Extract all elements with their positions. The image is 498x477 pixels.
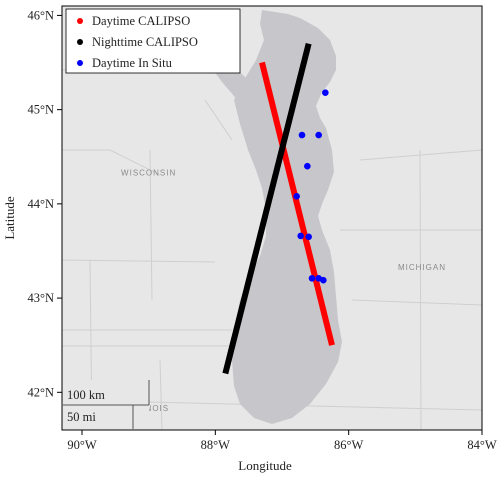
daytime-calipso-track [259, 61, 335, 346]
calipso-tracks [222, 42, 335, 375]
x-tick-label: 90°W [67, 438, 96, 452]
x-axis-label: Longitude [238, 458, 292, 473]
in-situ-point [293, 193, 300, 200]
scale-bar-km-label: 100 km [67, 388, 105, 402]
x-tick-label: 86°W [334, 438, 363, 452]
y-tick-label: 43°N [27, 291, 54, 305]
x-tick-label: 84°W [467, 438, 496, 452]
in-situ-point [322, 89, 329, 96]
in-situ-point [298, 131, 306, 139]
in-situ-point [304, 162, 311, 170]
legend-label-nighttime-calipso: Nighttime CALIPSO [92, 35, 198, 49]
x-axis-ticks: 90°W 88°W 86°W 84°W [67, 430, 497, 452]
in-situ-point [308, 275, 316, 282]
plot-frame [61, 5, 483, 431]
in-situ-point [305, 233, 312, 241]
nighttime-calipso-track [222, 42, 312, 375]
y-tick-label: 46°N [27, 8, 54, 22]
y-tick-label: 44°N [27, 197, 54, 211]
in-situ-points [293, 89, 329, 284]
legend-marker-daytime-in-situ [77, 60, 83, 66]
legend-label-daytime-calipso: Daytime CALIPSO [92, 14, 190, 28]
y-axis-ticks: 42°N 43°N 44°N 45°N 46°N [27, 8, 62, 399]
scale-bar: 100 km 50 mi [63, 380, 150, 429]
legend-label-daytime-in-situ: Daytime In Situ [92, 56, 173, 70]
legend-marker-daytime-calipso [77, 18, 83, 24]
lake-michigan [232, 10, 342, 424]
y-tick-label: 45°N [27, 103, 54, 117]
legend: Daytime CALIPSO Nighttime CALIPSO Daytim… [65, 8, 241, 74]
legend-box [65, 8, 241, 74]
in-situ-point [297, 232, 304, 240]
x-tick-label: 88°W [201, 438, 230, 452]
in-situ-point [315, 131, 322, 139]
scale-bar-mi-label: 50 mi [67, 410, 96, 424]
place-label: WISCONSIN [121, 169, 176, 178]
in-situ-point [320, 276, 327, 284]
y-axis-label: Latitude [2, 196, 17, 240]
y-tick-label: 42°N [27, 385, 54, 399]
place-label: MICHIGAN [398, 263, 446, 272]
legend-marker-nighttime-calipso [77, 39, 83, 45]
